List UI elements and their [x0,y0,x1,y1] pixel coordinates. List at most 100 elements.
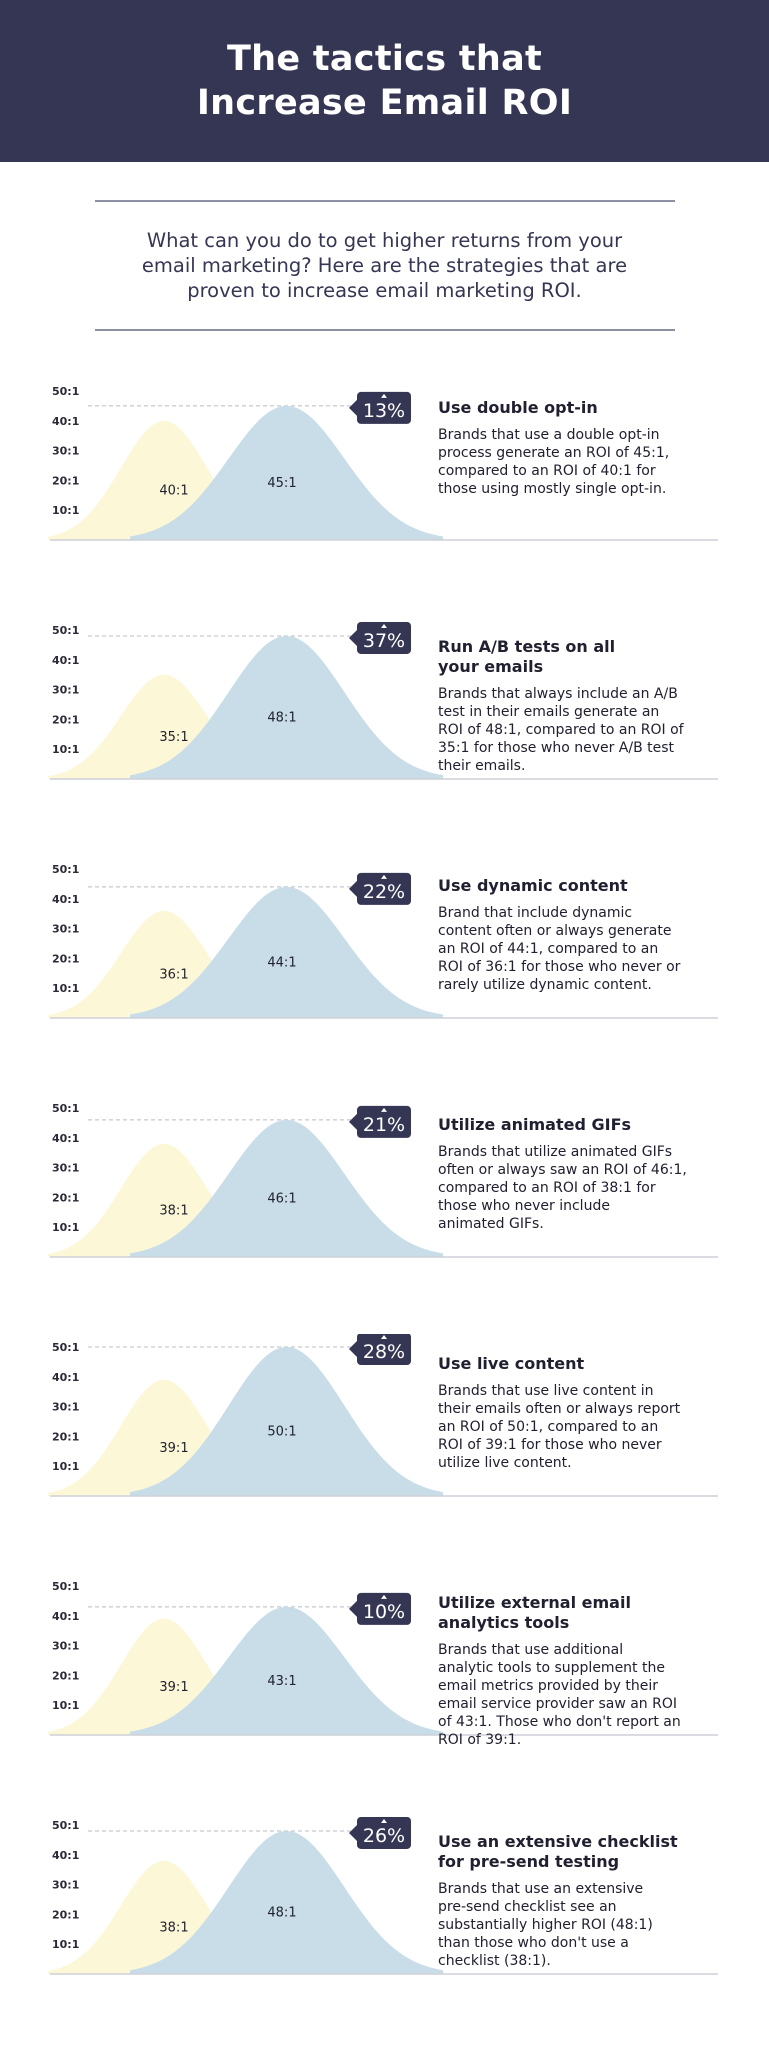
y-tick-label: 20:1 [52,1191,79,1204]
baseline-roi-label: 39:1 [159,1441,188,1456]
tactic-section: 10:1 20:1 30:1 40:1 50:1 39:1 43:1 10% Utilize e… [0,1573,769,1813]
tactic-section: 10:1 20:1 30:1 40:1 50:1 38:1 48:1 26% Use an ex… [0,1812,769,2052]
tactic-description-line: process generate an ROI of 45:1, [438,445,670,461]
y-tick-label: 10:1 [52,743,79,756]
tactic-title: for pre-send testing [438,1852,620,1871]
tactic-title: analytics tools [438,1613,570,1632]
tactic-section: 10:1 20:1 30:1 40:1 50:1 39:1 50:1 28% Use live … [0,1334,769,1574]
tactic-description-line: ROI of 48:1, compared to an ROI of [438,722,684,738]
intro-box: What can you do to get higher returns fr… [94,200,675,331]
increase-badge: 22% [349,872,411,905]
y-tick-label: 40:1 [52,1371,79,1384]
tactic-description-line: their emails. [438,758,526,774]
y-tick-label: 50:1 [52,1819,79,1832]
tactic-description-line: analytic tools to supplement the [438,1660,665,1676]
tactic-roi-label: 44:1 [267,955,296,970]
tactic-description-line: checklist (38:1). [438,1953,551,1969]
roi-curve-chart: 10:1 20:1 30:1 40:1 50:1 38:1 46:1 21% [48,1102,718,1258]
tactic-description-line: compared to an ROI of 38:1 for [438,1180,656,1196]
tactic-title: Use dynamic content [438,876,628,895]
y-tick-label: 30:1 [52,923,79,936]
baseline-roi-label: 38:1 [159,1203,188,1218]
tactic-description-line: often or always saw an ROI of 46:1, [438,1162,687,1178]
tactic-description-line: Brands that use additional [438,1642,624,1658]
tactic-description-line: substantially higher ROI (48:1) [438,1917,653,1933]
tactic-text: Use double opt-in Brands that use a doubl… [438,398,723,498]
y-tick-label: 40:1 [52,1610,79,1623]
tactic-roi-curve [130,1606,443,1735]
tactic-section: 10:1 20:1 30:1 40:1 50:1 40:1 45:1 13% Use doubl… [0,378,769,618]
page-title-line-2: Increase Email ROI [196,83,573,123]
y-tick-label: 10:1 [52,1460,79,1473]
arrow-up-icon [381,874,387,879]
increase-badge: 37% [349,621,411,654]
y-tick-label: 50:1 [52,624,79,637]
y-tick-label: 30:1 [52,684,79,697]
tactic-roi-label: 46:1 [267,1191,296,1206]
y-tick-label: 40:1 [52,1849,79,1862]
increase-badge: 28% [349,1334,411,1365]
tactic-text: Run A/B tests on all your emails Brands th… [438,637,723,775]
roi-curve-chart: 10:1 20:1 30:1 40:1 50:1 40:1 45:1 13% [48,385,718,541]
arrow-up-icon [381,623,387,628]
y-tick-label: 30:1 [52,1162,79,1175]
y-tick-label: 50:1 [52,1102,79,1115]
header-banner: The tactics that Increase Email ROI [0,0,769,162]
tactic-section: 10:1 20:1 30:1 40:1 50:1 38:1 46:1 21% Utilize a… [0,1095,769,1335]
tactic-description-line: content often or always generate [438,923,672,939]
tactic-description-line: 35:1 for those who never A/B test [438,740,675,756]
tactic-roi-label: 48:1 [267,1905,296,1920]
tactic-roi-label: 50:1 [267,1425,296,1440]
tactic-description-line: Brands that use an extensive [438,1881,644,1897]
tactic-roi-curve [130,1347,443,1496]
increase-badge: 21% [349,1105,411,1138]
tactic-roi-label: 48:1 [267,710,296,725]
y-tick-label: 40:1 [52,654,79,667]
arrow-up-icon [381,1335,387,1339]
page-title-line-1: The tactics that [226,39,543,79]
tactic-title: Utilize external email [438,1593,631,1612]
tactic-text: Use live content Brands that use live con… [438,1354,723,1472]
arrow-up-icon [381,1594,387,1599]
tactic-roi-label: 45:1 [267,476,296,491]
increase-badge: 13% [349,391,411,424]
y-tick-label: 40:1 [52,893,79,906]
tactic-description-line: utilize live content. [438,1455,572,1471]
tactic-title: Use an extensive checklist [438,1832,678,1851]
tactic-description-line: ROI of 39:1. [438,1732,522,1748]
increase-badge-value: 21% [363,1114,405,1136]
tactic-roi-curve [130,405,443,540]
tactic-description-line: an ROI of 50:1, compared to an [438,1419,659,1435]
y-tick-label: 20:1 [52,713,79,726]
y-tick-label: 50:1 [52,1580,79,1593]
tactic-description-line: their emails often or always report [438,1401,681,1417]
baseline-roi-label: 35:1 [159,730,188,745]
y-tick-label: 40:1 [52,1132,79,1145]
y-tick-label: 20:1 [52,1908,79,1921]
tactic-description-line: of 43:1. Those who don't report an [438,1714,681,1730]
tactic-roi-curve [130,636,443,779]
y-tick-label: 50:1 [52,385,79,398]
tactic-description-line: test in their emails generate an [438,704,660,720]
baseline-roi-label: 38:1 [159,1920,188,1935]
y-tick-label: 20:1 [52,474,79,487]
y-tick-label: 30:1 [52,1879,79,1892]
roi-curve-chart: 10:1 20:1 30:1 40:1 50:1 39:1 43:1 10% [48,1580,718,1736]
tactic-section: 10:1 20:1 30:1 40:1 50:1 35:1 48:1 37% Run A/B t… [0,617,769,857]
increase-badge-value: 28% [363,1341,405,1363]
tactic-section: 10:1 20:1 30:1 40:1 50:1 36:1 44:1 22% Use dynam… [0,856,769,1096]
roi-curve-chart: 10:1 20:1 30:1 40:1 50:1 36:1 44:1 22% [48,863,718,1019]
tactic-description-line: Brands that always include an A/B [438,686,678,702]
arrow-up-icon [381,393,387,398]
increase-badge-value: 10% [363,1601,405,1623]
tactic-description-line: pre-send checklist see an [438,1899,617,1915]
y-tick-label: 20:1 [52,1430,79,1443]
tactic-roi-curve [130,1119,443,1257]
tactic-text: Use dynamic content Brand that include dy… [438,876,723,994]
tactic-text: Use an extensive checklist for pre-send t… [438,1832,723,1970]
tactic-roi-curve [130,886,443,1018]
increase-badge: 26% [349,1816,411,1849]
intro-line: email marketing? Here are the strategies… [141,254,628,277]
baseline-roi-label: 40:1 [159,483,188,498]
y-tick-label: 30:1 [52,1401,79,1414]
